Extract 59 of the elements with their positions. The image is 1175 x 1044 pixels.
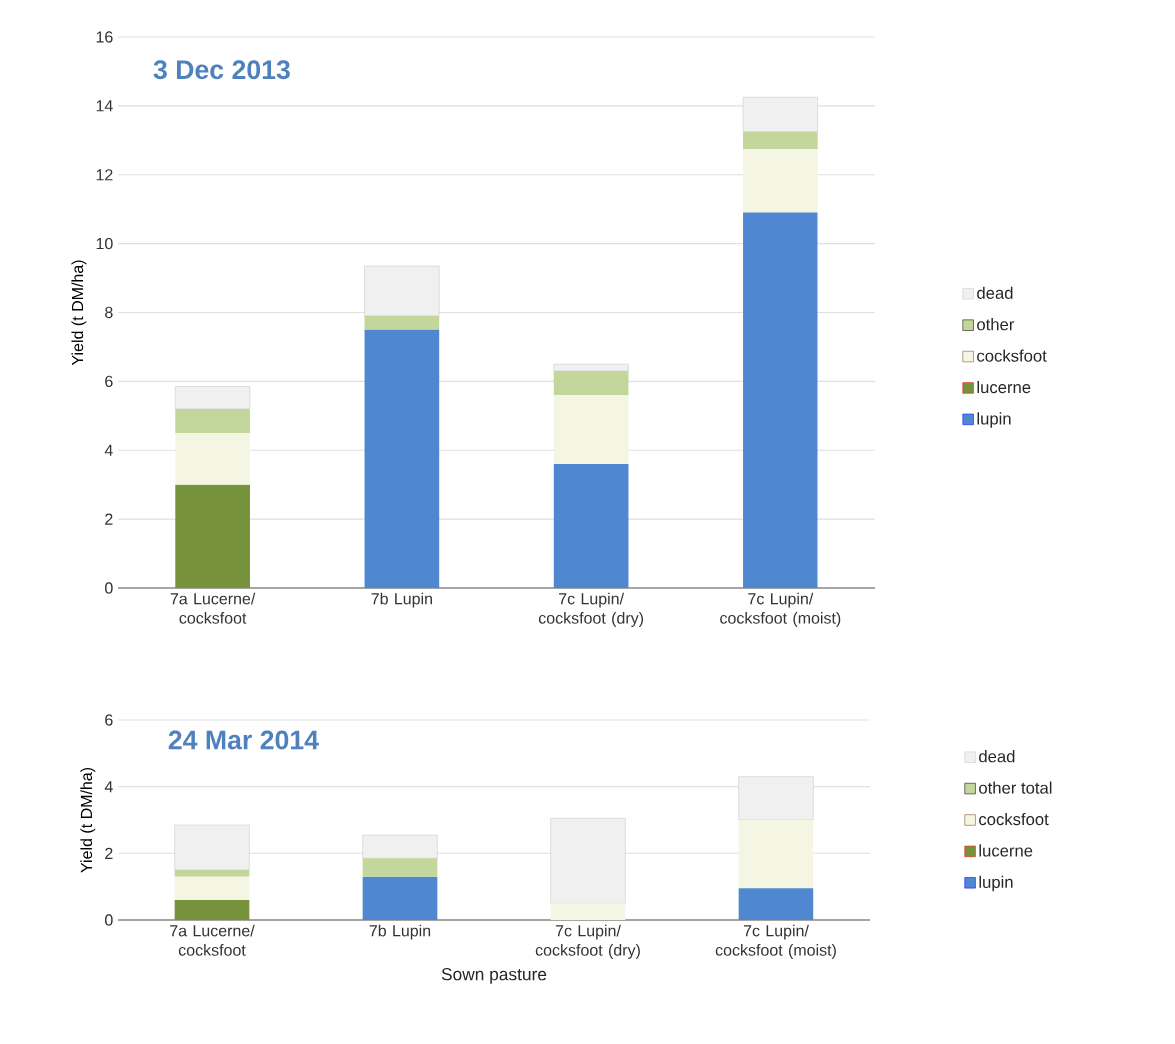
y-tick-label: 4 — [104, 781, 113, 793]
legend-label: lucerne — [977, 380, 1031, 394]
bar — [743, 212, 818, 588]
x-tick-label: 7c Lupin/ cocksfoot (moist) — [715, 924, 836, 959]
bar — [553, 464, 629, 588]
bar — [174, 899, 250, 920]
y-tick-label: 10 — [96, 237, 113, 250]
y-tick-label: 6 — [105, 375, 113, 388]
x-tick-label: 7c Lupin/ cocksfoot (moist) — [720, 592, 841, 627]
bar — [362, 876, 438, 920]
x-tick-label: 7b Lupin — [371, 592, 432, 608]
legend-label: cocksfoot — [977, 349, 1047, 362]
bar — [364, 315, 440, 330]
y-tick-label: 4 — [104, 444, 113, 456]
y-axis-title: Yield (t DM/ha) — [71, 260, 87, 366]
bar — [364, 329, 440, 588]
legend-label: cocksfoot — [979, 812, 1049, 826]
legend-label: dead — [977, 286, 1013, 299]
bar — [362, 858, 438, 877]
bar — [553, 371, 629, 396]
bar — [175, 433, 250, 485]
x-tick-label: 7c Lupin/ cocksfoot (dry) — [538, 592, 644, 627]
bar — [175, 386, 251, 410]
y-tick-label: 2 — [105, 513, 113, 525]
legend-label: dead — [979, 750, 1015, 763]
bar — [362, 834, 438, 859]
x-axis-title: Sown pasture — [441, 968, 547, 984]
bar — [743, 148, 818, 213]
legend-label: lupin — [979, 875, 1013, 892]
x-tick-label: 7a Lucerne/ cocksfoot — [170, 592, 256, 624]
y-tick-label: 0 — [105, 914, 113, 926]
y-tick-label: 2 — [105, 847, 113, 859]
y-tick-label: 8 — [105, 306, 113, 319]
x-tick-label: 7b Lupin — [369, 924, 431, 940]
bar — [553, 395, 629, 465]
text: 3 Dec 2013 — [153, 60, 290, 80]
legend-label: lupin — [977, 412, 1011, 428]
bar — [743, 131, 818, 149]
x-tick-label: 7c Lupin/ cocksfoot (dry) — [535, 924, 640, 959]
x-tick-label: 7a Lucerne/ cocksfoot — [170, 924, 255, 956]
bar — [175, 408, 250, 434]
y-tick-label: 0 — [105, 582, 113, 594]
bar — [174, 876, 250, 900]
chart-title: 24 Mar 2014 — [168, 730, 319, 750]
bar — [174, 824, 250, 871]
y-tick-label: 12 — [96, 169, 113, 181]
legend-label: other — [977, 318, 1015, 331]
bar — [175, 484, 250, 588]
bar — [174, 869, 250, 877]
bar — [364, 265, 440, 317]
y-axis-title: Yield (t DM/ha) — [80, 767, 96, 873]
bar — [553, 363, 629, 372]
y-tick-label: 16 — [96, 31, 113, 43]
legend-label: lucerne — [979, 844, 1033, 857]
bar — [738, 888, 814, 920]
bar — [742, 96, 818, 132]
legend-label: other total — [979, 781, 1052, 794]
y-tick-label: 14 — [96, 100, 113, 112]
y-tick-label: 6 — [105, 714, 113, 726]
